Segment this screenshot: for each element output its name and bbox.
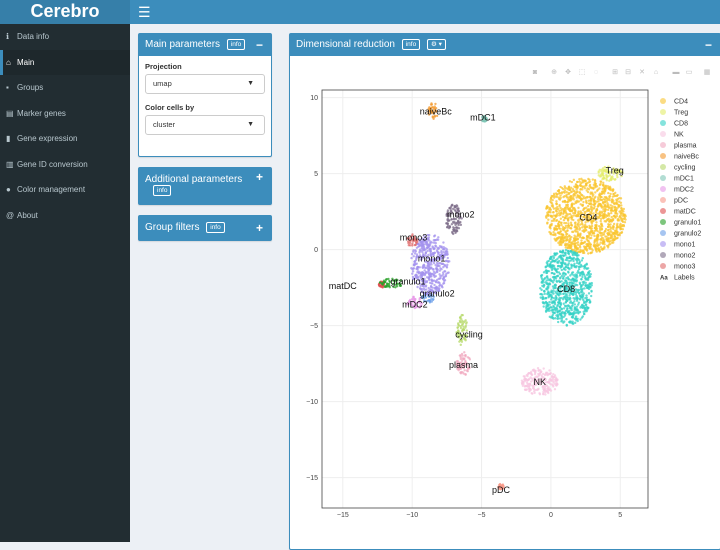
- info-icon: ℹ: [6, 32, 10, 41]
- main-parameters-header: Main parameters info −: [139, 34, 271, 56]
- group-filters-title: Group filters: [145, 222, 200, 233]
- sidebar-item-marker-genes[interactable]: ▤ Marker genes: [0, 101, 130, 127]
- signal-icon: ▮: [6, 134, 11, 143]
- users-icon: ▪: [6, 83, 9, 92]
- group-filters-info-button[interactable]: info: [206, 222, 225, 233]
- projection-select[interactable]: umap ▼: [145, 74, 265, 94]
- sidebar-item-groups[interactable]: ▪ Groups: [0, 75, 130, 101]
- main-parameters-title: Main parameters: [145, 39, 221, 50]
- dimensional-reduction-panel: Dimensional reduction info ⚙ ▾ −: [289, 33, 720, 550]
- top-navbar: Cerebro ☰: [0, 0, 720, 24]
- gear-dropdown-button[interactable]: ⚙ ▾: [427, 39, 446, 50]
- main-parameters-panel: Main parameters info − Projection umap ▼…: [138, 33, 272, 157]
- additional-parameters-info-button[interactable]: info: [153, 185, 172, 196]
- collapse-icon[interactable]: −: [255, 38, 263, 52]
- main-parameters-info-button[interactable]: info: [226, 39, 246, 50]
- collapse-icon[interactable]: −: [704, 38, 712, 52]
- projection-value: umap: [153, 79, 172, 88]
- expand-icon[interactable]: +: [255, 170, 263, 184]
- sidebar-item-gene-expression[interactable]: ▮ Gene expression: [0, 126, 130, 152]
- sidebar-item-label: Data info: [17, 32, 50, 41]
- expand-icon[interactable]: +: [255, 221, 263, 235]
- caret-down-icon: ▼: [247, 121, 254, 128]
- sidebar-item-label: About: [17, 210, 38, 220]
- group-filters-panel[interactable]: Group filters info +: [138, 215, 272, 241]
- palette-icon: ●: [6, 185, 11, 194]
- app-logo: Cerebro: [0, 0, 130, 24]
- sidebar-item-label: Main: [17, 57, 35, 67]
- caret-down-icon: ▼: [247, 80, 254, 87]
- color-cells-label: Color cells by: [145, 103, 195, 112]
- additional-parameters-title: Additional parameters: [145, 174, 243, 185]
- sidebar-item-data-info[interactable]: ℹ Data info: [0, 24, 130, 50]
- additional-parameters-panel[interactable]: Additional parameters info +: [138, 167, 272, 205]
- sidebar-item-label: Marker genes: [17, 108, 66, 118]
- sidebar: ℹ Data info ⌂ Main ▪ Groups ▤ Marker genes ▮ Gene…: [0, 24, 130, 542]
- barcode-icon: ▥: [6, 159, 14, 169]
- list-icon: ▤: [6, 108, 14, 118]
- sidebar-item-label: Color management: [17, 185, 86, 194]
- dimensional-reduction-header: Dimensional reduction info ⚙ ▾ −: [290, 34, 720, 56]
- sidebar-item-about[interactable]: @ About: [0, 203, 130, 229]
- sidebar-item-label: Gene ID conversion: [17, 159, 88, 169]
- home-icon: ⌂: [6, 57, 11, 67]
- color-cells-value: cluster: [153, 120, 176, 129]
- projection-label: Projection: [145, 62, 182, 71]
- dimensional-reduction-info-button[interactable]: info: [401, 39, 421, 50]
- sidebar-item-main[interactable]: ⌂ Main: [0, 49, 130, 75]
- at-icon: @: [6, 210, 15, 220]
- sidebar-item-label: Groups: [17, 83, 44, 92]
- sidebar-item-color-management[interactable]: ● Color management: [0, 177, 130, 203]
- dimensional-reduction-title: Dimensional reduction: [296, 39, 395, 50]
- hamburger-icon[interactable]: ☰: [138, 4, 151, 20]
- sidebar-item-label: Gene expression: [17, 134, 78, 143]
- color-cells-select[interactable]: cluster ▼: [145, 115, 265, 135]
- sidebar-item-gene-id-conversion[interactable]: ▥ Gene ID conversion: [0, 152, 130, 178]
